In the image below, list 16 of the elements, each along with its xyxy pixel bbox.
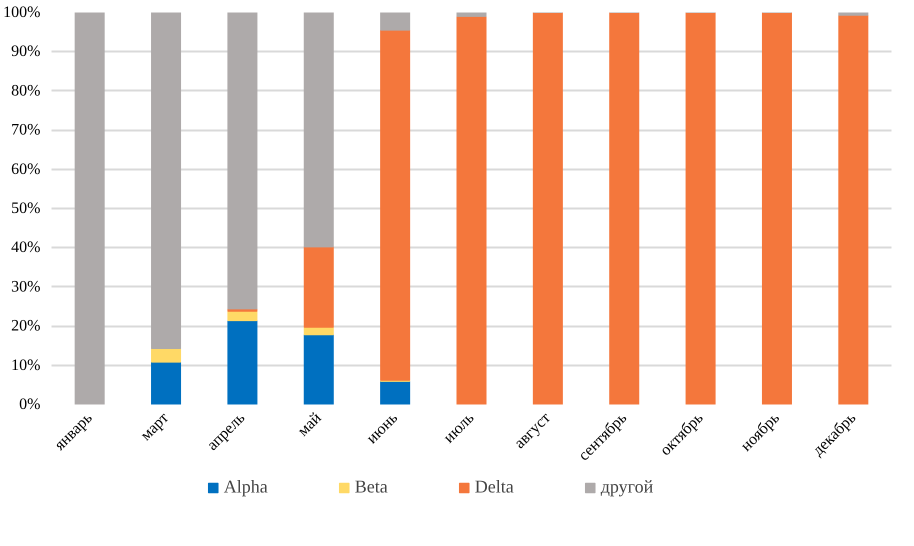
y-tick-label: 0%: [19, 396, 40, 413]
legend-label: Alpha: [224, 476, 268, 498]
y-tick-label: 70%: [11, 122, 40, 139]
y-tick-label: 30%: [11, 278, 40, 296]
legend-label: другой: [600, 476, 654, 498]
y-tick-label: 60%: [11, 160, 40, 178]
legend-label: Delta: [474, 476, 514, 498]
y-tick-label: 100%: [3, 4, 40, 21]
y-tick-label: 10%: [11, 356, 40, 374]
y-tick-label: 50%: [11, 200, 40, 217]
y-tick-label: 40%: [11, 239, 40, 256]
x-tick-label: май: [294, 409, 326, 440]
y-tick-label: 90%: [11, 43, 40, 60]
legend-label: Beta: [354, 476, 388, 498]
y-tick-label: 20%: [11, 318, 40, 335]
y-tick-label: 80%: [11, 82, 40, 100]
